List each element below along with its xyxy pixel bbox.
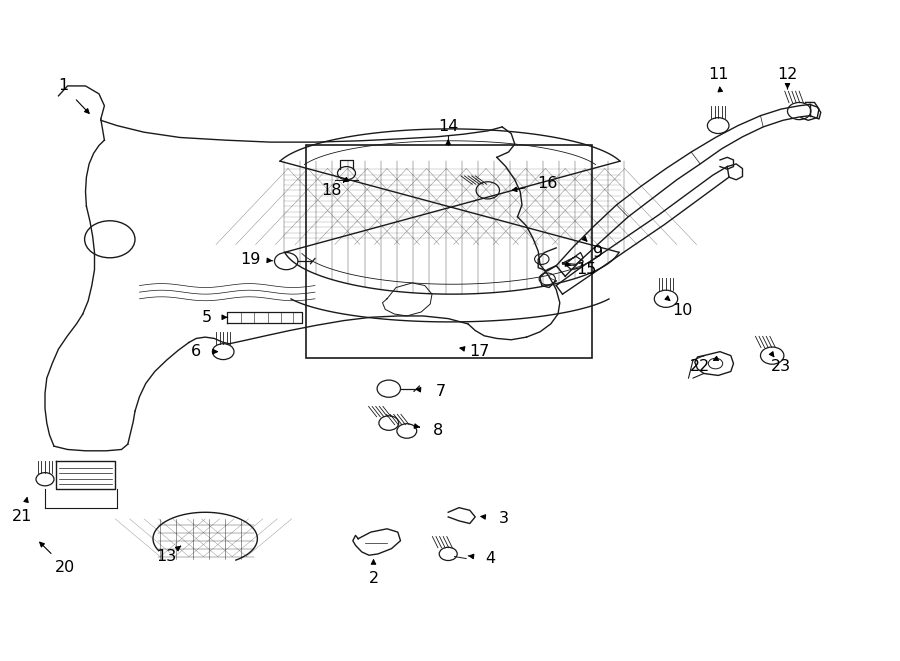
Text: 22: 22: [690, 360, 710, 374]
Text: 16: 16: [537, 176, 557, 191]
Text: 11: 11: [708, 67, 728, 81]
Text: 6: 6: [191, 344, 202, 359]
Text: 8: 8: [433, 424, 444, 438]
Text: 7: 7: [436, 384, 446, 399]
Text: 18: 18: [321, 183, 341, 198]
Text: 4: 4: [485, 551, 496, 566]
Text: 15: 15: [577, 262, 597, 277]
Text: 17: 17: [470, 344, 490, 359]
Text: 9: 9: [593, 245, 604, 260]
Text: 14: 14: [438, 120, 458, 134]
Bar: [306, 145, 592, 358]
Text: 2: 2: [368, 571, 379, 586]
Text: 23: 23: [771, 360, 791, 374]
Text: 3: 3: [499, 512, 509, 526]
Text: 13: 13: [157, 549, 176, 564]
Text: 12: 12: [778, 67, 797, 81]
Text: 21: 21: [13, 510, 32, 524]
Text: 10: 10: [672, 303, 692, 318]
Text: 5: 5: [202, 310, 212, 325]
Text: 1: 1: [58, 79, 68, 93]
Text: 20: 20: [55, 560, 75, 574]
Text: 19: 19: [240, 252, 260, 266]
